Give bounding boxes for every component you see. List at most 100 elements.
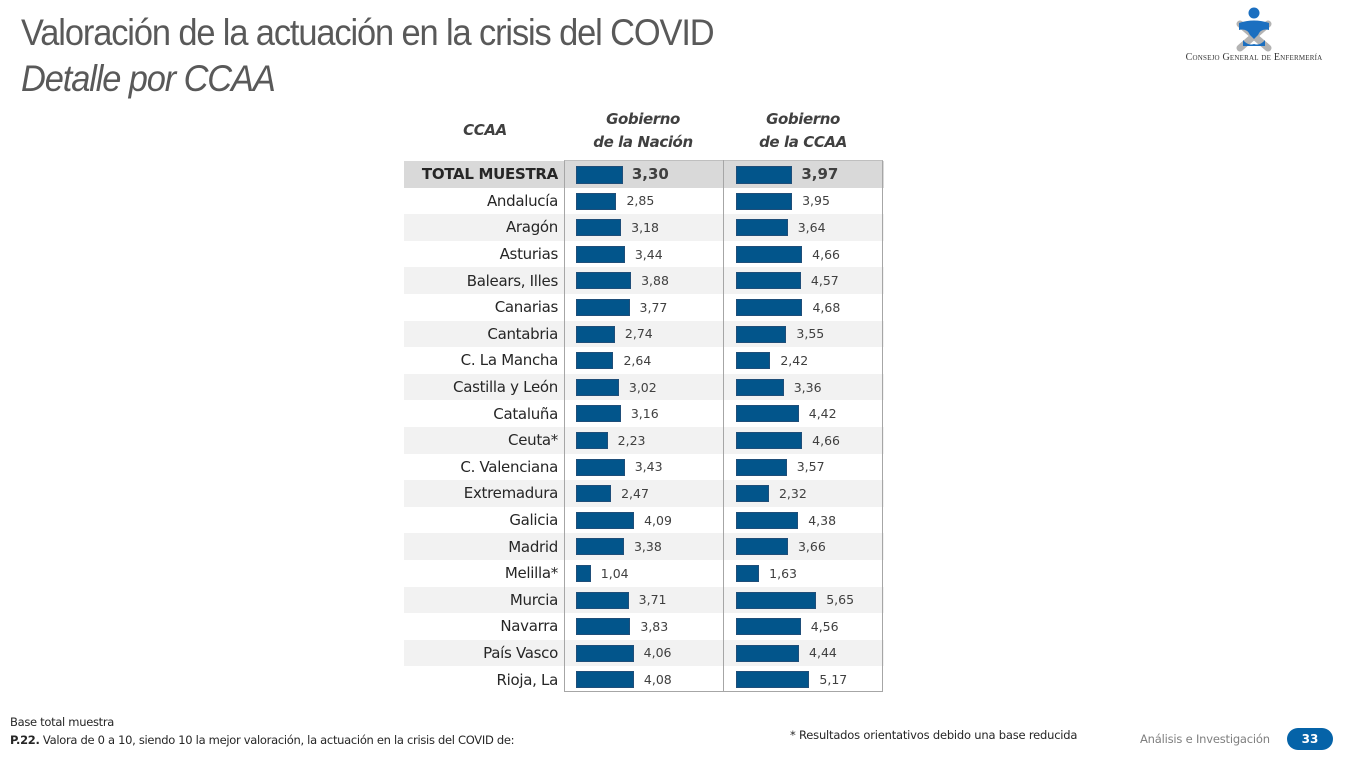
region-label: Rioja, La [496, 670, 558, 689]
bar [576, 298, 630, 316]
cell-gobierno-ccaa: 1,63 [724, 560, 884, 587]
bar [576, 378, 619, 396]
data-label: 2,74 [624, 326, 653, 342]
column-header-line: Gobierno [766, 110, 840, 128]
bar [736, 671, 810, 689]
bar [576, 671, 634, 689]
organization-logo: Consejo General de Enfermería [1168, 4, 1340, 66]
bar [736, 511, 799, 529]
data-label: 4,08 [643, 672, 672, 688]
data-label: 2,32 [778, 485, 807, 501]
bar [736, 538, 788, 556]
cell-gobierno-ccaa: 4,66 [724, 427, 884, 454]
bar [576, 618, 631, 636]
cell-gobierno-ccaa: 2,42 [724, 347, 884, 374]
data-label: 3,18 [631, 219, 659, 235]
region-label: País Vasco [483, 643, 558, 662]
cell-gobierno-nacion: 4,09 [564, 507, 723, 534]
table-row: Cantabria 2,74 3,55 [404, 320, 884, 348]
data-label: 2,23 [617, 432, 646, 448]
region-label: Melilla* [504, 564, 558, 583]
cell-gobierno-nacion: 3,88 [564, 267, 723, 294]
data-label: 5,17 [819, 672, 848, 688]
data-label: 3,88 [641, 273, 669, 289]
data-label: 1,04 [600, 565, 629, 581]
table-row: Galicia 4,09 4,38 [404, 507, 884, 534]
table-row: Castilla y León 3,02 3,36 [404, 373, 884, 401]
cell-gobierno-nacion: 2,23 [564, 427, 723, 454]
cell-gobierno-ccaa: 4,68 [724, 294, 884, 321]
table-row: Murcia 3,71 5,65 [404, 586, 884, 614]
table-row: Asturias 3,44 4,66 [404, 241, 884, 268]
bar [576, 245, 625, 263]
table-row: Madrid 3,38 3,66 [404, 533, 884, 560]
data-label: 3,95 [802, 193, 830, 209]
bar [576, 538, 624, 556]
question-code: P.22. [10, 733, 40, 747]
cell-gobierno-ccaa: 4,38 [724, 507, 884, 534]
bar [736, 378, 784, 396]
cell-gobierno-nacion: 2,74 [564, 321, 723, 348]
cell-gobierno-ccaa: 4,66 [724, 241, 884, 268]
column-header-line: de la Nación [593, 133, 693, 151]
data-label: 4,42 [808, 406, 837, 422]
bar [576, 644, 634, 662]
cell-gobierno-nacion: 2,64 [564, 347, 723, 374]
data-label: 4,44 [809, 645, 837, 661]
data-label: 3,77 [639, 299, 668, 315]
data-label: 2,47 [621, 485, 649, 501]
bar [736, 272, 801, 290]
table-row: Balears, Illes 3,88 4,57 [404, 267, 884, 294]
table-row: Cataluña 3,16 4,42 [404, 400, 884, 427]
bar [576, 485, 612, 503]
data-label: 3,71 [638, 592, 667, 608]
region-label: TOTAL MUESTRA [421, 165, 558, 184]
cell-gobierno-ccaa: 3,95 [724, 188, 884, 215]
bar-chart-table: TOTAL MUESTRA 3,30 3,97 Andalucía 2,85 3,95 Ar… [404, 161, 884, 693]
bar [576, 431, 608, 449]
data-label: 5,65 [826, 592, 855, 608]
cell-gobierno-nacion: 3,71 [564, 587, 723, 614]
table-row: Navarra 3,83 4,56 [404, 613, 884, 640]
data-label: 3,64 [797, 219, 826, 235]
column-header-gobierno-nacion: Gobierno de la Nación [578, 108, 708, 154]
region-label: Asturias [499, 245, 559, 264]
data-label: 3,66 [797, 539, 826, 555]
bar [576, 272, 632, 290]
column-header-ccaa: CCAA [463, 121, 507, 139]
region-label: Balears, Illes [466, 271, 559, 290]
data-label: 3,57 [796, 459, 825, 475]
cell-gobierno-nacion: 4,08 [564, 666, 723, 693]
department-label: Análisis e Investigación [1140, 732, 1270, 746]
table-row: Extremadura 2,47 2,32 [404, 480, 884, 507]
table-row: Melilla* 1,04 1,63 [404, 560, 884, 587]
region-label: Canarias [494, 298, 559, 317]
page-number-badge: 33 [1287, 728, 1333, 750]
organization-name: Consejo General de Enfermería [1185, 52, 1323, 63]
data-label: 4,06 [643, 645, 672, 661]
question-text: P.22. Valora de 0 a 10, siendo 10 la mej… [10, 733, 515, 747]
region-label: C. Valenciana [460, 457, 558, 476]
data-label: 3,97 [801, 165, 839, 184]
data-label: 2,64 [623, 352, 652, 368]
bar [736, 431, 803, 449]
region-label: Galicia [509, 511, 558, 530]
region-label: Cantabria [487, 324, 558, 343]
cell-gobierno-nacion: 3,83 [564, 613, 723, 640]
cell-gobierno-nacion: 3,43 [564, 454, 723, 481]
data-label: 3,16 [630, 406, 659, 422]
data-label: 3,30 [631, 165, 669, 184]
data-label: 4,38 [808, 512, 837, 528]
bar [736, 644, 800, 662]
region-label: Navarra [500, 617, 558, 636]
base-note: Base total muestra [10, 715, 115, 729]
cell-gobierno-nacion: 2,47 [564, 480, 723, 507]
cell-gobierno-ccaa: 3,55 [724, 321, 884, 348]
data-label: 4,57 [810, 273, 839, 289]
region-label: C. La Mancha [460, 351, 559, 370]
bar [736, 352, 771, 370]
data-label: 3,44 [634, 246, 663, 262]
region-label: Extremadura [463, 484, 559, 503]
cell-gobierno-nacion: 3,02 [564, 374, 723, 401]
region-label: Cataluña [493, 404, 558, 423]
